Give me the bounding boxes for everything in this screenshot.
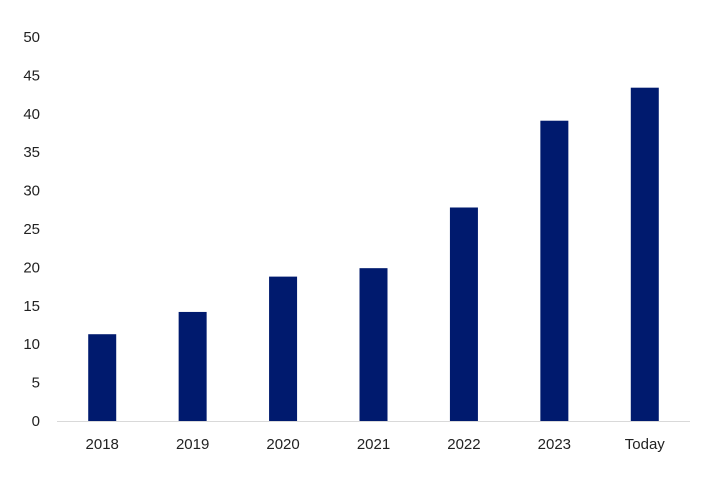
y-tick-label: 40 <box>23 106 40 123</box>
bar-2020 <box>269 276 298 421</box>
y-tick-label: 15 <box>23 298 40 315</box>
x-tick-label: 2023 <box>538 436 571 453</box>
bar-today <box>630 87 659 422</box>
y-tick-label: 35 <box>23 144 40 161</box>
x-tick-label: 2018 <box>86 436 119 453</box>
y-tick-label: 10 <box>23 336 40 353</box>
y-tick-label: 45 <box>23 67 40 84</box>
y-tick-label: 20 <box>23 259 40 276</box>
y-tick-label: 30 <box>23 183 40 200</box>
x-tick-label: 2022 <box>447 436 480 453</box>
x-tick-label: 2020 <box>266 436 299 453</box>
y-tick-label: 0 <box>32 413 40 430</box>
bar-2023 <box>540 120 569 421</box>
y-tick-label: 5 <box>32 375 40 392</box>
x-tick-label: 2019 <box>176 436 209 453</box>
bar-2018 <box>88 334 117 421</box>
bar-2021 <box>359 268 388 421</box>
y-axis-tick-labels: 0 5 10 15 20 25 30 35 40 45 50 <box>23 29 40 430</box>
bar-2022 <box>449 207 478 421</box>
y-tick-label: 25 <box>23 221 40 238</box>
y-tick-label: 50 <box>23 29 40 46</box>
x-axis-tick-labels: 2018 2019 2020 2021 2022 2023 Today <box>86 436 666 453</box>
bar-series <box>88 87 659 422</box>
x-tick-label: Today <box>625 436 666 453</box>
x-tick-label: 2021 <box>357 436 390 453</box>
bar-2019 <box>178 311 207 421</box>
